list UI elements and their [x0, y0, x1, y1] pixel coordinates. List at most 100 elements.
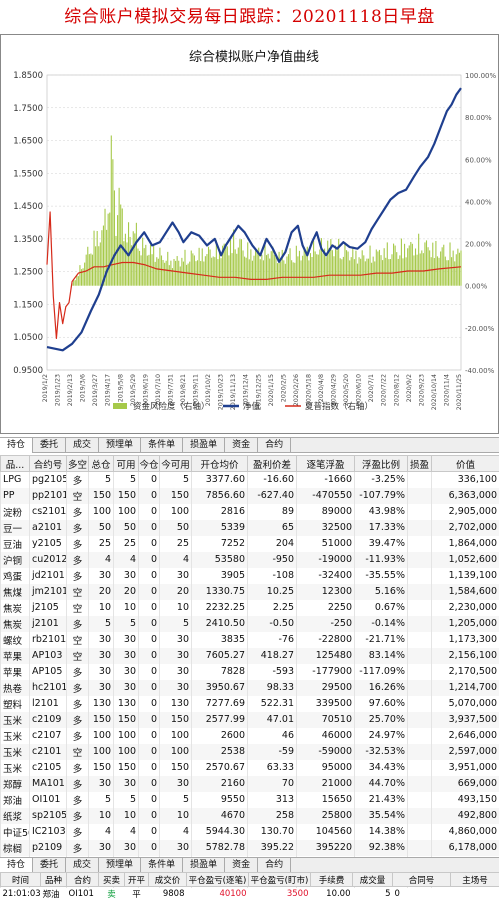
positions-col-header[interactable]: 价值 [431, 455, 499, 472]
position-cell: 30 [113, 775, 139, 792]
positions-col-header[interactable]: 多空 [66, 455, 89, 472]
positions-col-header[interactable]: 浮盈比例 [354, 455, 408, 472]
legend-label: 资金风险度（右轴） [133, 401, 210, 412]
risk-bar [261, 254, 263, 286]
tab-bottom-1[interactable]: 委托 [33, 858, 67, 873]
position-row[interactable]: 焦炭 j2105 空 10 10 0 10 2232.25 2.25 2250 0.67% 2,230… [0, 599, 499, 616]
risk-bar [76, 274, 78, 286]
risk-bar [380, 255, 382, 286]
position-row[interactable]: 豆一 a2101 多 50 50 0 50 5339 65 32500 17.33% 2,702,00… [0, 519, 499, 536]
trades-col-header[interactable]: 主场号 [450, 872, 499, 887]
trades-col-header[interactable]: 开平 [124, 872, 149, 887]
tab-bottom-6[interactable]: 资金 [225, 858, 259, 873]
position-row[interactable]: 豆油 y2105 多 25 25 0 25 7252 204 51000 39.47% 1,864,0… [0, 535, 499, 552]
position-cell: 5 [88, 471, 114, 488]
positions-col-header[interactable]: 盈利价差 [247, 455, 297, 472]
position-row[interactable]: 苹果 AP103 空 30 30 0 30 7605.27 418.27 125480 83.14%… [0, 647, 499, 664]
trades-col-header[interactable]: 平仓盈亏(盯市) [248, 872, 311, 887]
position-row[interactable]: 棕榈 p2109 多 30 30 0 30 5782.78 395.22 395220 92.38%… [0, 839, 499, 856]
trade-row[interactable]: 21:01:03 郑油 OI101 卖 平 9808 40100 3500 10.00 5 0 [1, 887, 499, 901]
position-row[interactable]: 螺纹 rb2101 空 30 30 0 30 3835 -76 -22800 -21.71% 1,17… [0, 631, 499, 648]
positions-col-header[interactable]: 品... [0, 455, 30, 472]
x-axis-tick: 2019/5/8 [117, 374, 124, 402]
position-row[interactable]: PP pp2101 空 150 150 0 150 7856.60 -627.40 -470550… [0, 487, 499, 504]
position-cell: sp2105 [29, 807, 67, 824]
right-axis-tick: 100.00% [465, 72, 496, 80]
position-cell: -21.71% [354, 631, 408, 648]
position-row[interactable]: 郑油 OI101 多 5 5 0 5 9550 313 15650 21.43% 493,150 [0, 791, 499, 808]
tab-bottom-2[interactable]: 成交 [66, 858, 100, 873]
position-row[interactable]: 塑料 l2101 多 130 130 0 130 7277.69 522.31 339500 97.… [0, 695, 499, 712]
position-row[interactable]: 玉米 c2109 多 150 150 0 150 2577.99 47.01 70510 25.70… [0, 711, 499, 728]
position-row[interactable]: 纸浆 sp2105 多 10 10 0 10 4670 258 25800 35.54% 492,80… [0, 807, 499, 824]
position-row[interactable]: LPG pg2105 多 5 5 0 5 3377.60 -16.60 -1660 -3.25% 33… [0, 471, 499, 488]
position-row[interactable]: 鸡蛋 jd2101 多 30 30 0 30 3905 -108 -32400 -35.55% 1,1… [0, 567, 499, 584]
position-cell: 2,905,000 [431, 503, 499, 520]
tab-bottom-5[interactable]: 损盈单 [183, 858, 226, 873]
positions-col-header[interactable]: 逐笔浮盈 [296, 455, 355, 472]
trades-col-header[interactable]: 合约 [66, 872, 99, 887]
position-cell: 150 [113, 711, 139, 728]
positions-col-header[interactable]: 今可用 [159, 455, 192, 472]
position-row[interactable]: 热卷 hc2101 多 30 30 0 30 3950.67 98.33 29500 16.26% 1… [0, 679, 499, 696]
risk-bar [353, 259, 355, 286]
positions-col-header[interactable]: 合约号 [29, 455, 67, 472]
chart-svg: 综合模拟账户净值曲线 1.8500 1.7500 1.6500 1.5500 1.4500… [13, 49, 496, 412]
position-cell: 100 [88, 743, 114, 760]
position-cell: -0.50 [247, 615, 297, 632]
position-cell: 6,363,000 [431, 487, 499, 504]
trades-col-header[interactable]: 成交量 [352, 872, 393, 887]
position-cell [407, 599, 432, 616]
risk-bar [190, 250, 192, 286]
tab-top-4[interactable]: 条件单 [141, 438, 184, 453]
trades-col-header[interactable]: 时间 [0, 872, 41, 887]
position-cell: -470550 [296, 487, 355, 504]
position-cell [407, 551, 432, 568]
left-axis-tick: 1.7500 [13, 104, 43, 114]
trades-col-header[interactable]: 手续费 [310, 872, 353, 887]
positions-col-header[interactable]: 总仓 [88, 455, 114, 472]
tab-top-3[interactable]: 预埋单 [99, 438, 142, 453]
tab-top-6[interactable]: 资金 [225, 438, 259, 453]
trades-col-header[interactable]: 合同号 [392, 872, 451, 887]
position-row[interactable]: 玉米 c2105 多 150 150 0 150 2570.67 63.33 95000 34.43… [0, 759, 499, 776]
trades-col-header[interactable]: 品种 [40, 872, 67, 887]
position-cell: 0 [138, 711, 160, 728]
position-row[interactable]: 中证500IC2103多44045944.30130.7010456014.38… [0, 823, 499, 840]
tab-bottom-4[interactable]: 条件单 [141, 858, 184, 873]
positions-col-header[interactable]: 可用 [113, 455, 139, 472]
tab-top-2[interactable]: 成交 [66, 438, 100, 453]
tab-top-0[interactable]: 持仓 [0, 438, 34, 453]
position-cell: 1,205,000 [431, 615, 499, 632]
risk-bar [233, 229, 235, 286]
trades-col-header[interactable]: 买卖 [98, 872, 125, 887]
tab-bottom-3[interactable]: 预埋单 [99, 858, 142, 873]
risk-bar [350, 257, 352, 286]
position-cell: 10 [159, 807, 192, 824]
trades-col-header[interactable]: 平仓盈亏(逐笔) [186, 872, 249, 887]
position-row[interactable]: 苹果 AP105 多 30 30 0 30 7828 -593 -177900 -117.09% 2,… [0, 663, 499, 680]
tab-top-1[interactable]: 委托 [33, 438, 67, 453]
positions-col-header[interactable]: 损盈 [407, 455, 432, 472]
tab-top-7[interactable]: 合约 [258, 438, 292, 453]
position-row[interactable]: 玉米 c2107 多 100 100 0 100 2600 46 46000 24.97% 2,646… [0, 727, 499, 744]
positions-col-header[interactable]: 今仓 [138, 455, 160, 472]
tab-bottom-0[interactable]: 持仓 [0, 858, 34, 873]
position-row[interactable]: 郑醇 MA101 多 30 30 0 30 2160 70 21000 44.70% 669,000 [0, 775, 499, 792]
risk-bar [433, 258, 435, 286]
risk-bar [366, 258, 368, 286]
risk-bar [226, 246, 228, 286]
risk-bar [308, 260, 310, 286]
x-axis-tick: 2020/11/25 [456, 374, 463, 410]
position-row[interactable]: 焦煤 jm2101 空 20 20 0 20 1330.75 10.25 12300 5.16% 1,… [0, 583, 499, 600]
risk-bar [347, 251, 349, 286]
position-row[interactable]: 焦炭 j2101 多 5 5 0 5 2410.50 -0.50 -250 -0.14% 1,205,… [0, 615, 499, 632]
tab-bottom-7[interactable]: 合约 [258, 858, 292, 873]
positions-col-header[interactable]: 开仓均价 [191, 455, 248, 472]
risk-bar [258, 247, 260, 286]
position-row[interactable]: 沪铜 cu2012 多 4 4 0 4 53580 -950 -19000 -11.93% 1,052… [0, 551, 499, 568]
position-row[interactable]: 淀粉 cs2101 多 100 100 0 100 2816 89 89000 43.98% 2,90… [0, 503, 499, 520]
position-row[interactable]: 玉米 c2101 空 100 100 0 100 2538 -59 -59000 -32.53% 2,… [0, 743, 499, 760]
trades-col-header[interactable]: 成交价 [148, 872, 187, 887]
tab-top-5[interactable]: 损盈单 [183, 438, 226, 453]
